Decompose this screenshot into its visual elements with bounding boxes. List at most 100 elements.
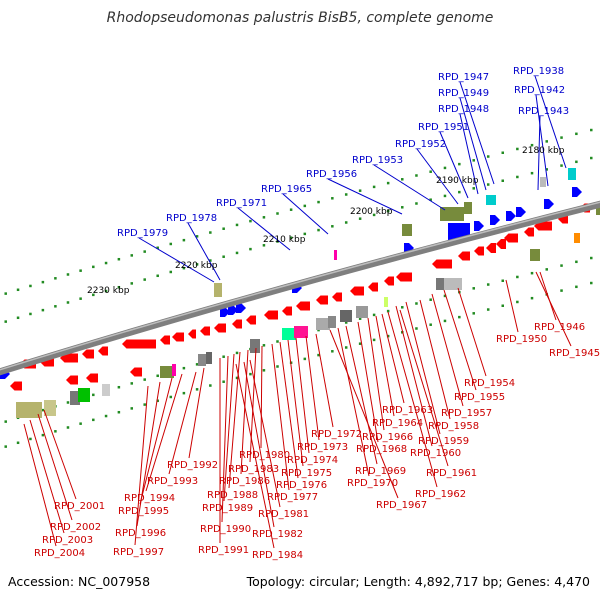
reverse-leader (260, 345, 263, 449)
track-dot (415, 327, 418, 330)
reverse-gene-label: RPD_1997 (113, 547, 164, 558)
reverse-cds-arrow (486, 243, 496, 253)
reverse-gene-label: RPD_1977 (267, 492, 318, 503)
track-dot (429, 298, 432, 301)
feature-box (172, 364, 176, 376)
reverse-leader (23, 423, 57, 547)
reverse-leader (240, 349, 249, 475)
track-dot (386, 209, 390, 213)
track-dot (262, 216, 266, 219)
topology-text: Topology: circular; Length: 4,892,717 bp… (246, 574, 590, 589)
track-dot (501, 279, 505, 283)
reverse-leader (395, 305, 433, 447)
track-dot (54, 305, 57, 308)
reverse-gene-label: RPD_1988 (207, 490, 258, 501)
track-dot (195, 388, 199, 391)
feature-box (340, 310, 352, 322)
reverse-leader (37, 413, 73, 521)
reverse-gene-label: RPD_1967 (376, 500, 427, 511)
track-dot (92, 418, 95, 422)
forward-gene-label: RPD_1938 (513, 66, 564, 77)
track-dot (195, 263, 199, 266)
track-dot (317, 353, 320, 357)
reverse-gene-label: RPD_1970 (347, 478, 398, 489)
track-dot (472, 187, 475, 190)
label-leaders (23, 75, 572, 549)
track-dot (104, 289, 108, 293)
gene-labels: RPD_1938 RPD_1942 RPD_1943 RPD_1947 RPD_1949… (34, 66, 600, 561)
track-dot (501, 304, 505, 308)
track-dot (66, 426, 70, 429)
forward-cds-arrow (506, 211, 516, 221)
track-dot (54, 277, 57, 280)
reverse-cds-arrow (296, 301, 310, 311)
reverse-cds-arrow (496, 239, 506, 249)
reverse-leader (399, 309, 449, 467)
reverse-cds-arrow (458, 251, 470, 261)
feature-box (486, 195, 496, 205)
reverse-leader (443, 289, 477, 391)
forward-gene-label: RPD_1949 (438, 88, 489, 99)
reverse-cds-arrow (60, 353, 78, 363)
track-dot (104, 261, 108, 265)
track-dot (344, 346, 348, 349)
track-dot (317, 228, 320, 232)
track-dot (443, 319, 447, 323)
reverse-gene-label: RPD_1981 (258, 509, 309, 520)
reverse-gene-label: RPD_1974 (287, 455, 338, 466)
forward-leader (138, 237, 215, 283)
track-dot (117, 285, 121, 289)
forward-gene-label: RPD_1943 (518, 106, 569, 117)
reverse-leader (136, 381, 161, 527)
forward-gene-label: RPD_1978 (166, 213, 217, 224)
track-dot (303, 232, 307, 236)
feature-box (294, 326, 308, 338)
track-dot (222, 380, 225, 383)
reverse-cds-arrow (432, 259, 452, 269)
track-dot (516, 175, 519, 179)
track-dot (386, 334, 390, 338)
reverse-gene-label: RPD_1964 (372, 418, 423, 429)
track-dot (156, 246, 159, 250)
reverse-leader (539, 271, 557, 321)
reverse-gene-label: RPD_1973 (297, 442, 348, 453)
forward-cds-arrow (228, 305, 238, 315)
reverse-leader (381, 313, 405, 404)
track-dot (344, 193, 348, 196)
forward-cds-arrow (236, 303, 246, 313)
track-dot (289, 236, 293, 239)
feature-box (160, 366, 174, 378)
reverse-gene-label: RPD_1961 (426, 468, 477, 479)
reverse-gene-label: RPD_1960 (410, 448, 461, 459)
forward-leader (416, 148, 459, 205)
reverse-cds-arrow (86, 373, 98, 383)
track-dot (66, 301, 70, 304)
reverse-gene-label: RPD_2003 (42, 535, 93, 546)
track-dot (130, 407, 134, 410)
reverse-leader (221, 355, 229, 523)
track-dot (262, 244, 266, 247)
reverse-gene-label: RPD_1963 (382, 405, 433, 416)
forward-leader (282, 193, 329, 235)
track-dot (16, 316, 20, 320)
track-dot (429, 170, 432, 173)
reverse-gene-label: RPD_1954 (464, 378, 515, 389)
reverse-gene-label: RPD_1945 (549, 348, 600, 359)
track-dot (415, 202, 418, 205)
reverse-cds-arrow (82, 349, 94, 359)
track-dot (516, 147, 519, 151)
reverse-gene-label: RPD_1972 (311, 429, 362, 440)
forward-leader (534, 75, 567, 169)
feature-box (316, 318, 330, 330)
forward-cds-arrow (490, 215, 500, 225)
reverse-gene-label: RPD_1990 (200, 524, 251, 535)
track-dot (143, 250, 146, 253)
track-dot (303, 204, 307, 208)
tick-label: 2190 kbp (436, 176, 479, 186)
track-dot (486, 155, 490, 158)
tick-label: 2220 kbp (175, 261, 218, 271)
feature-box (102, 384, 110, 396)
track-dot (92, 293, 95, 297)
tick-label: 2200 kbp (350, 207, 393, 217)
